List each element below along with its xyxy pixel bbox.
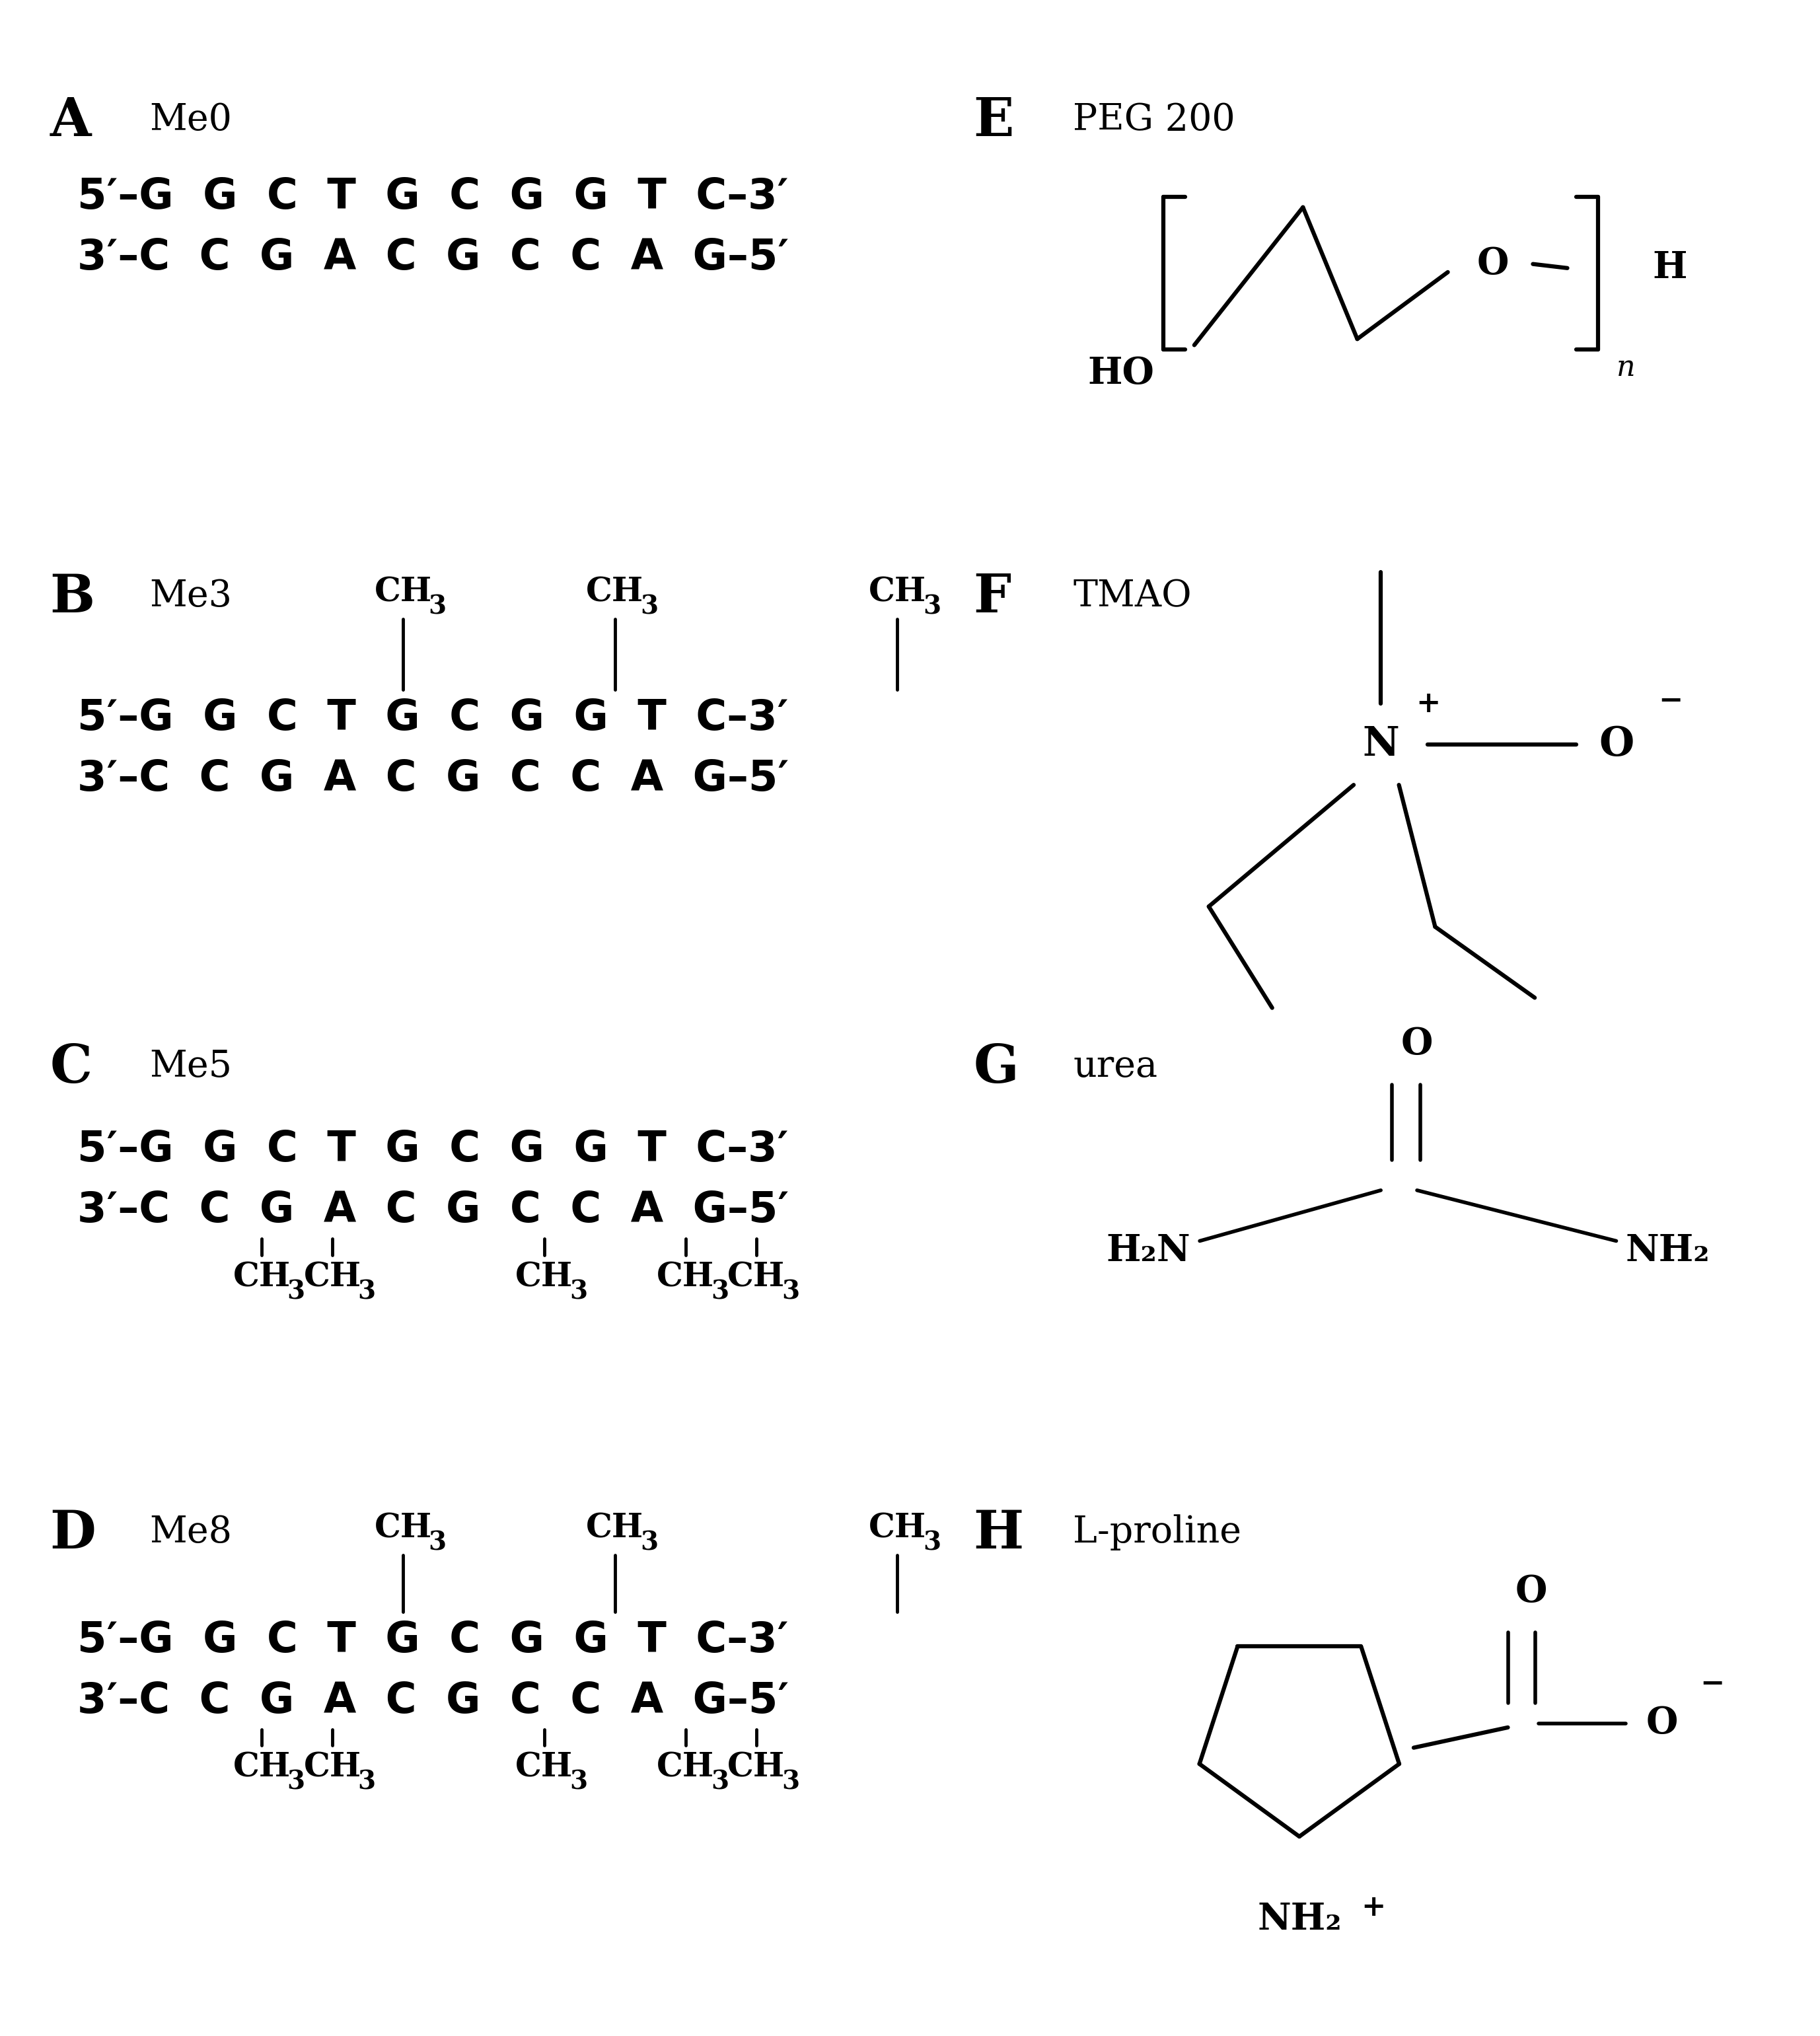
Text: 3: 3 bbox=[712, 1279, 728, 1305]
Text: 3: 3 bbox=[288, 1279, 306, 1305]
Text: CH: CH bbox=[515, 1751, 573, 1784]
Text: +: + bbox=[1361, 1893, 1385, 1922]
Text: 3: 3 bbox=[570, 1279, 588, 1305]
Text: N: N bbox=[1363, 725, 1400, 764]
Text: 3: 3 bbox=[288, 1769, 306, 1794]
Text: 3: 3 bbox=[641, 1531, 659, 1556]
Text: G: G bbox=[974, 1042, 1019, 1093]
Text: CH: CH bbox=[233, 1751, 291, 1784]
Text: 3: 3 bbox=[570, 1769, 588, 1794]
Text: CH: CH bbox=[515, 1260, 573, 1293]
Text: 5′–G  G  C  T  G  C  G  G  T  C–3′: 5′–G G C T G C G G T C–3′ bbox=[76, 1621, 788, 1661]
Text: CH: CH bbox=[586, 576, 644, 609]
Text: CH: CH bbox=[304, 1260, 360, 1293]
Text: urea: urea bbox=[1074, 1049, 1158, 1085]
Text: O: O bbox=[1516, 1574, 1547, 1610]
Text: n: n bbox=[1616, 352, 1634, 381]
Text: CH: CH bbox=[375, 576, 431, 609]
Text: Me5: Me5 bbox=[149, 1049, 231, 1085]
Text: TMAO: TMAO bbox=[1074, 578, 1192, 615]
Text: O: O bbox=[1478, 246, 1509, 283]
Text: F: F bbox=[974, 572, 1012, 623]
Text: O: O bbox=[1401, 1026, 1432, 1063]
Text: −: − bbox=[1700, 1670, 1725, 1698]
Text: D: D bbox=[49, 1509, 96, 1560]
Text: CH: CH bbox=[375, 1513, 431, 1545]
Text: 3: 3 bbox=[641, 595, 659, 619]
Text: 3: 3 bbox=[923, 1531, 941, 1556]
Text: Me8: Me8 bbox=[149, 1515, 231, 1551]
Text: 5′–G  G  C  T  G  C  G  G  T  C–3′: 5′–G G C T G C G G T C–3′ bbox=[76, 1130, 788, 1171]
Text: CH: CH bbox=[657, 1751, 713, 1784]
Text: CH: CH bbox=[868, 576, 926, 609]
Text: H₂N: H₂N bbox=[1107, 1234, 1190, 1268]
Text: 3: 3 bbox=[359, 1769, 375, 1794]
Text: 3: 3 bbox=[781, 1769, 799, 1794]
Text: 3′–C  C  G  A  C  G  C  C  A  G–5′: 3′–C C G A C G C C A G–5′ bbox=[76, 757, 788, 800]
Text: −: − bbox=[1658, 686, 1684, 715]
Text: CH: CH bbox=[728, 1260, 784, 1293]
Text: H: H bbox=[974, 1509, 1023, 1560]
Text: CH: CH bbox=[233, 1260, 291, 1293]
Text: A: A bbox=[49, 96, 91, 147]
Text: 3: 3 bbox=[923, 595, 941, 619]
Text: C: C bbox=[49, 1042, 93, 1093]
Text: 3: 3 bbox=[359, 1279, 375, 1305]
Text: 3: 3 bbox=[428, 595, 446, 619]
Text: 3: 3 bbox=[428, 1531, 446, 1556]
Text: Me0: Me0 bbox=[149, 102, 231, 138]
Text: PEG 200: PEG 200 bbox=[1074, 102, 1236, 138]
Text: L-proline: L-proline bbox=[1074, 1515, 1241, 1551]
Text: E: E bbox=[974, 96, 1014, 147]
Text: CH: CH bbox=[657, 1260, 713, 1293]
Text: HO: HO bbox=[1088, 354, 1154, 391]
Text: CH: CH bbox=[728, 1751, 784, 1784]
Text: 5′–G  G  C  T  G  C  G  G  T  C–3′: 5′–G G C T G C G G T C–3′ bbox=[76, 698, 788, 739]
Text: 3′–C  C  G  A  C  G  C  C  A  G–5′: 3′–C C G A C G C C A G–5′ bbox=[76, 1680, 788, 1722]
Text: Me3: Me3 bbox=[149, 578, 231, 615]
Text: NH₂: NH₂ bbox=[1258, 1902, 1341, 1938]
Text: 5′–G  G  C  T  G  C  G  G  T  C–3′: 5′–G G C T G C G G T C–3′ bbox=[76, 177, 788, 218]
Text: O: O bbox=[1598, 725, 1634, 764]
Text: CH: CH bbox=[304, 1751, 360, 1784]
Text: B: B bbox=[49, 572, 95, 623]
Text: O: O bbox=[1645, 1706, 1678, 1741]
Text: CH: CH bbox=[868, 1513, 926, 1545]
Text: +: + bbox=[1416, 690, 1440, 719]
Text: H: H bbox=[1653, 250, 1687, 287]
Text: 3: 3 bbox=[781, 1279, 799, 1305]
Text: NH₂: NH₂ bbox=[1625, 1234, 1709, 1268]
Text: 3: 3 bbox=[712, 1769, 728, 1794]
Text: 3′–C  C  G  A  C  G  C  C  A  G–5′: 3′–C C G A C G C C A G–5′ bbox=[76, 238, 788, 279]
Text: CH: CH bbox=[586, 1513, 644, 1545]
Text: 3′–C  C  G  A  C  G  C  C  A  G–5′: 3′–C C G A C G C C A G–5′ bbox=[76, 1191, 788, 1232]
